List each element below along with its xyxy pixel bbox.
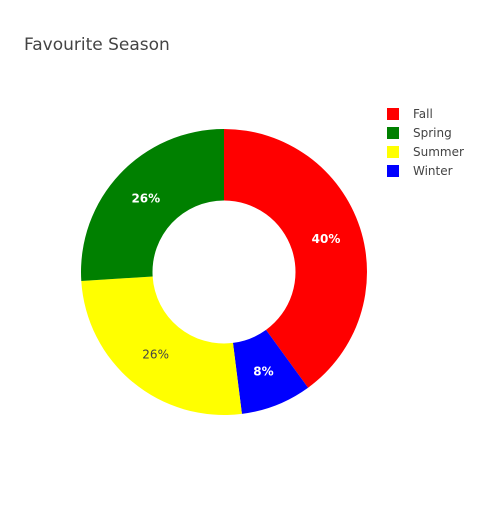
- legend-label-fall: Fall: [413, 107, 433, 121]
- chart-title: Favourite Season: [24, 35, 170, 55]
- legend-swatch-spring: [387, 127, 399, 139]
- donut-slices: [81, 129, 367, 415]
- legend-label-summer: Summer: [413, 145, 464, 159]
- legend-swatch-summer: [387, 146, 399, 158]
- slice-summer[interactable]: [81, 276, 242, 415]
- slice-label-fall: 40%: [312, 232, 341, 246]
- legend-swatch-fall: [387, 108, 399, 120]
- slice-label-winter: 8%: [253, 365, 273, 379]
- legend-label-winter: Winter: [413, 164, 453, 178]
- legend-item-fall[interactable]: Fall: [387, 107, 433, 121]
- legend-item-summer[interactable]: Summer: [387, 145, 464, 159]
- legend-swatch-winter: [387, 165, 399, 177]
- legend-label-spring: Spring: [413, 126, 452, 140]
- legend-item-winter[interactable]: Winter: [387, 164, 453, 178]
- slice-label-summer: 26%: [142, 348, 169, 362]
- legend[interactable]: Fall Spring Summer Winter: [387, 107, 464, 178]
- slice-label-spring: 26%: [131, 192, 160, 206]
- legend-item-spring[interactable]: Spring: [387, 126, 452, 140]
